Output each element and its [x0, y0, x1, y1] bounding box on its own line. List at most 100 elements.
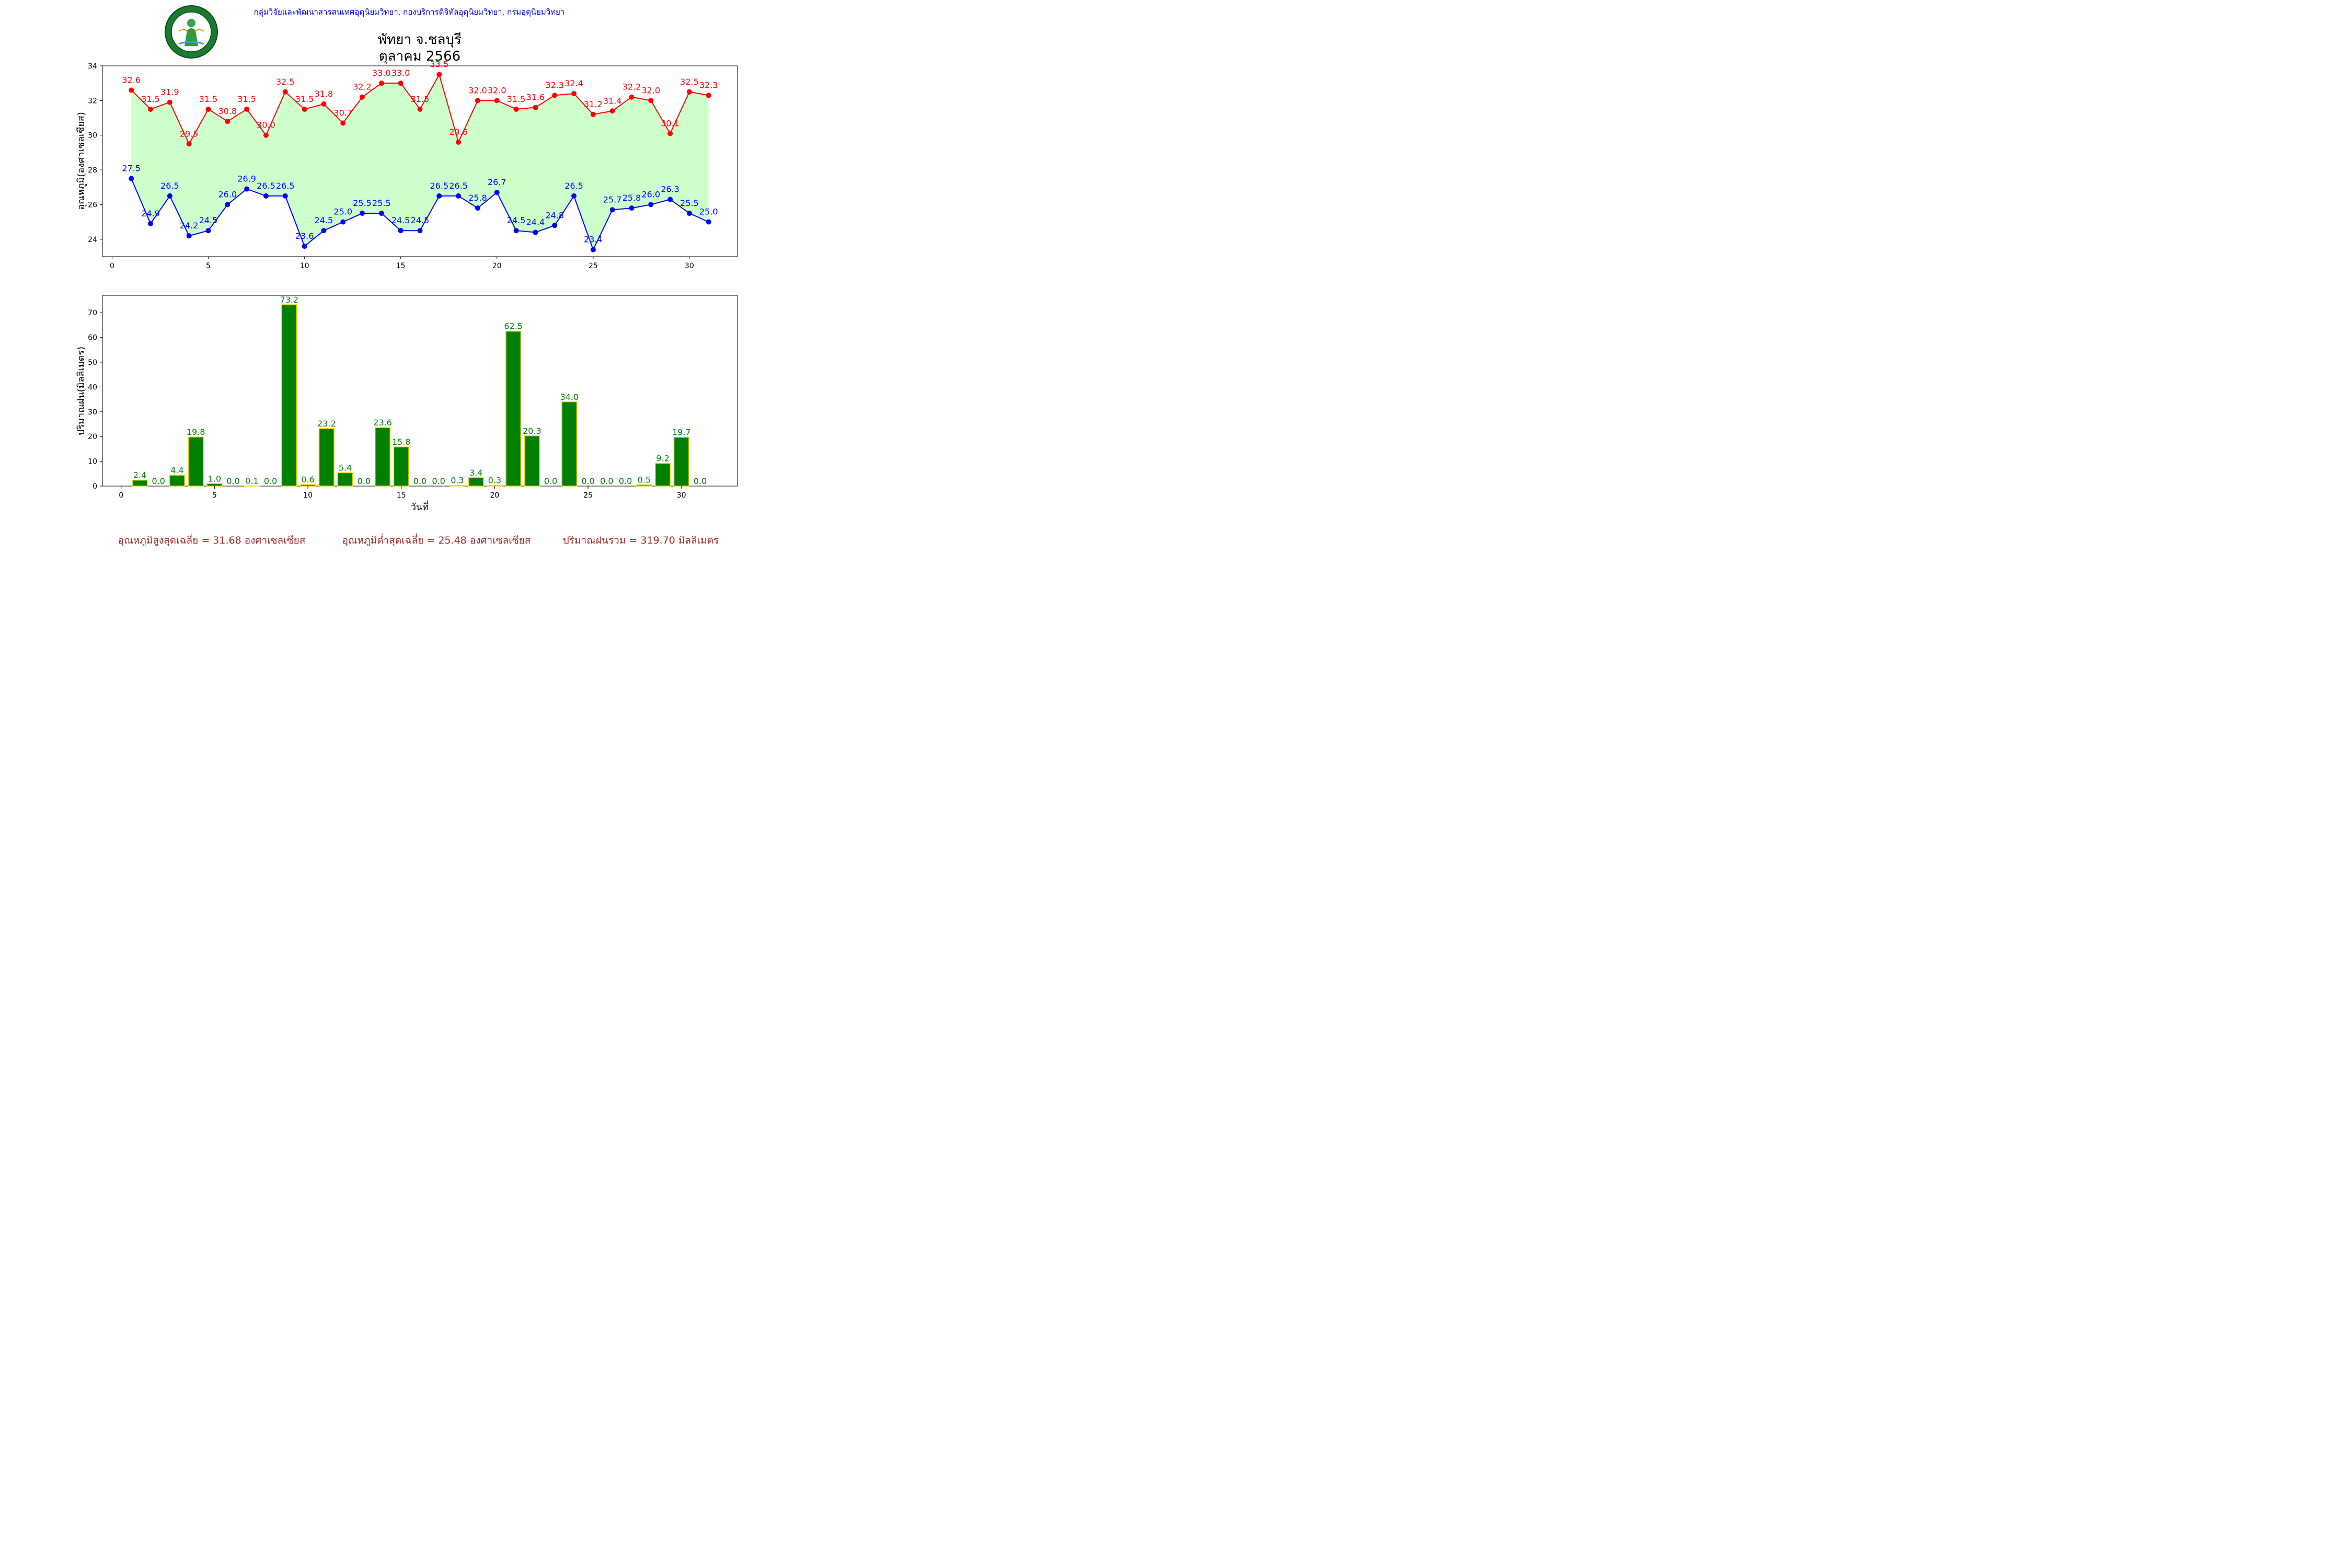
rainfall-bar: [673, 436, 689, 487]
temperature-min-point: [378, 211, 384, 216]
temperature-min-data-label: 24.9: [141, 209, 160, 218]
temperature-max-point: [475, 98, 480, 103]
temperature-max-data-label: 29.5: [180, 129, 199, 139]
temperature-max-point: [648, 98, 654, 103]
temperature-max-point: [321, 101, 327, 107]
rainfall-data-label: 73.2: [280, 295, 299, 305]
temperature-y-tick-label: 34: [88, 62, 97, 71]
temperature-min-point: [225, 202, 230, 207]
temperature-max-point: [706, 93, 711, 98]
temperature-max-data-label: 31.5: [295, 94, 314, 104]
temperature-min-data-label: 26.0: [642, 189, 661, 199]
rainfall-x-tick-label: 0: [119, 491, 123, 500]
temperature-max-point: [436, 72, 442, 77]
temperature-min-data-label: 25.0: [699, 207, 718, 217]
temperature-max-data-label: 32.0: [488, 85, 506, 95]
climate-summary-figure: กลุ่มวิจัยและพัฒนาสารสนเทศอุตุนิยมวิทยา,…: [76, 5, 738, 547]
rainfall-x-tick-label: 15: [397, 491, 406, 500]
temperature-min-point: [302, 244, 307, 249]
rainfall-data-label: 0.3: [451, 476, 464, 486]
temperature-max-data-label: 30.7: [333, 108, 352, 118]
rainfall-bar: [524, 435, 540, 487]
temperature-max-point: [667, 131, 673, 136]
temperature-min-data-label: 26.5: [160, 181, 179, 191]
rainfall-y-tick-label: 0: [93, 482, 97, 491]
rainfall-bar: [169, 475, 185, 487]
rainfall-x-tick-label: 30: [677, 491, 686, 500]
temperature-min-point: [360, 211, 365, 216]
temperature-min-point: [571, 193, 577, 199]
temperature-max-data-label: 30.1: [661, 118, 679, 128]
temperature-min-data-label: 25.0: [333, 207, 352, 217]
temperature-max-point: [360, 94, 365, 100]
chart-subtitle: ตุลาคม 2566: [379, 49, 460, 64]
temperature-chart: 32.631.531.929.531.530.831.530.032.531.5…: [76, 60, 738, 270]
rainfall-y-tick-label: 30: [88, 408, 97, 417]
rainfall-data-label: 15.8: [392, 437, 411, 447]
temperature-min-point: [686, 211, 692, 216]
temperature-max-data-label: 32.5: [276, 77, 295, 87]
temperature-max-data-label: 32.2: [353, 82, 372, 92]
temperature-min-point: [552, 223, 558, 228]
temperature-max-data-label: 31.8: [315, 89, 333, 99]
temperature-min-data-label: 26.0: [218, 189, 237, 199]
temperature-max-data-label: 29.6: [449, 127, 468, 137]
temperature-max-point: [129, 87, 134, 93]
temperature-min-data-label: 24.4: [526, 217, 545, 227]
temperature-x-tick-label: 0: [110, 262, 114, 270]
rainfall-bar: [636, 484, 652, 487]
temperature-max-data-label: 31.5: [199, 94, 218, 104]
temperature-min-data-label: 26.7: [488, 177, 506, 187]
temperature-max-point: [533, 105, 538, 110]
temperature-min-data-label: 26.3: [661, 185, 679, 194]
temperature-min-point: [148, 221, 154, 226]
temperature-max-point: [282, 89, 288, 95]
rainfall-bar: [505, 330, 522, 487]
rainfall-x-tick-label: 10: [303, 491, 313, 500]
rainfall-y-tick-label: 20: [88, 433, 97, 441]
temperature-min-data-label: 26.5: [430, 181, 449, 191]
temperature-min-data-label: 27.5: [122, 164, 141, 174]
rainfall-bar: [281, 304, 297, 487]
chart-title: พัทยา จ.ชลบุรี: [378, 32, 462, 48]
rainfall-y-tick-label: 40: [88, 383, 97, 391]
temperature-min-point: [648, 202, 654, 207]
temperature-plot-frame: [102, 65, 738, 257]
rainfall-data-label: 9.2: [656, 453, 669, 463]
rainfall-bar: [374, 427, 391, 487]
temperature-max-point: [552, 93, 558, 98]
temperature-max-point: [186, 141, 192, 147]
rainfall-data-label: 0.0: [694, 476, 707, 486]
rainfall-data-label: 0.0: [413, 476, 426, 486]
temperature-max-point: [167, 99, 172, 105]
total-rainfall: ปริมาณฝนรวม = 319.70 มิลลิเมตร: [563, 535, 719, 546]
temperature-y-tick-label: 26: [88, 201, 97, 209]
temperature-max-data-label: 31.5: [237, 94, 256, 104]
temperature-max-point: [629, 94, 635, 100]
rainfall-x-axis-label: วันที่: [411, 500, 429, 513]
temperature-min-point: [609, 207, 615, 213]
temperature-max-point: [398, 80, 403, 86]
rainfall-data-label: 0.0: [152, 476, 165, 486]
rainfall-bar: [188, 436, 204, 487]
temperature-x-tick-label: 30: [685, 262, 694, 270]
temperature-min-data-label: 25.8: [622, 193, 641, 203]
rainfall-bar: [206, 483, 223, 487]
temperature-min-point: [417, 228, 423, 234]
rainfall-plot-frame: [102, 295, 738, 487]
rainfall-bar: [655, 463, 671, 487]
temperature-max-point: [513, 106, 519, 112]
temperature-min-data-label: 26.9: [237, 174, 256, 184]
temperature-max-point: [302, 106, 307, 112]
temperature-min-data-label: 24.5: [411, 215, 430, 225]
temperature-x-tick-label: 15: [396, 262, 406, 270]
rainfall-data-label: 2.4: [133, 470, 146, 480]
temperature-max-data-label: 32.6: [122, 75, 141, 85]
rainfall-data-label: 34.0: [560, 392, 579, 402]
temperature-min-data-label: 24.5: [315, 215, 333, 225]
temperature-min-data-label: 25.7: [603, 194, 622, 204]
temperature-min-data-label: 24.5: [391, 215, 410, 225]
rainfall-y-tick-label: 10: [88, 458, 97, 466]
temperature-max-data-label: 32.2: [622, 82, 641, 92]
temperature-max-data-label: 31.9: [160, 87, 179, 97]
